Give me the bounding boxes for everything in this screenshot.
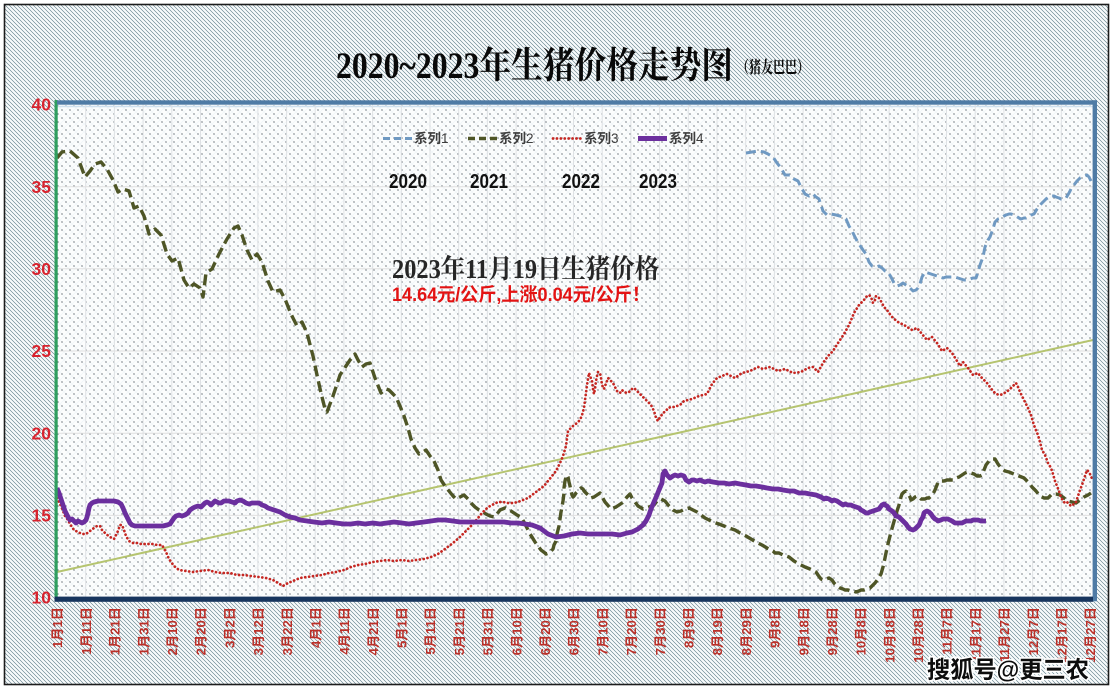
svg-text:35: 35 — [32, 177, 52, 197]
svg-text:5月31日: 5月31日 — [478, 607, 497, 655]
svg-text:8月9日: 8月9日 — [679, 607, 698, 648]
svg-text:11月17日: 11月17日 — [965, 607, 984, 662]
svg-text:搜狐号@更三农: 搜狐号@更三农 — [927, 650, 1089, 685]
svg-text:5月21日: 5月21日 — [449, 607, 468, 655]
svg-text:（猪友巴巴）: （猪友巴巴） — [737, 53, 809, 78]
svg-text:7月30日: 7月30日 — [650, 607, 669, 655]
svg-text:1月31日: 1月31日 — [133, 607, 152, 655]
svg-text:1月1日: 1月1日 — [47, 607, 66, 648]
svg-text:10月28日: 10月28日 — [908, 607, 927, 663]
svg-text:12月7日: 12月7日 — [1023, 607, 1042, 655]
svg-text:11月27日: 11月27日 — [994, 607, 1013, 662]
svg-text:9月18日: 9月18日 — [793, 607, 812, 655]
svg-text:20: 20 — [32, 423, 52, 443]
svg-text:1月21日: 1月21日 — [105, 607, 124, 655]
svg-text:5月1日: 5月1日 — [392, 607, 411, 648]
svg-text:9月8日: 9月8日 — [765, 607, 784, 648]
svg-text:4月21日: 4月21日 — [363, 607, 382, 655]
svg-text:8月19日: 8月19日 — [707, 607, 726, 655]
svg-text:25: 25 — [32, 341, 52, 361]
svg-text:6月30日: 6月30日 — [564, 607, 583, 655]
svg-text:2023年11月19日生猪价格: 2023年11月19日生猪价格 — [392, 247, 659, 286]
svg-text:11月7日: 11月7日 — [937, 607, 956, 655]
svg-text:6月10日: 6月10日 — [506, 607, 525, 655]
svg-text:1月11日: 1月11日 — [76, 607, 95, 655]
svg-text:4月1日: 4月1日 — [305, 607, 324, 648]
svg-text:30: 30 — [32, 259, 52, 279]
svg-text:9月28日: 9月28日 — [822, 607, 841, 655]
svg-text:2月10日: 2月10日 — [162, 607, 181, 655]
svg-text:2023: 2023 — [639, 170, 677, 193]
svg-text:系列2: 系列2 — [499, 127, 534, 147]
svg-text:40: 40 — [32, 95, 52, 115]
svg-text:12月17日: 12月17日 — [1052, 607, 1071, 663]
svg-text:3月22日: 3月22日 — [277, 607, 296, 655]
svg-text:2021: 2021 — [470, 170, 508, 193]
svg-text:10月18日: 10月18日 — [879, 607, 898, 663]
svg-text:6月20日: 6月20日 — [535, 607, 554, 655]
svg-text:10: 10 — [32, 588, 52, 608]
svg-text:2020: 2020 — [389, 170, 427, 193]
svg-text:12月27日: 12月27日 — [1080, 607, 1099, 663]
svg-text:系列3: 系列3 — [584, 127, 619, 147]
svg-text:8月29日: 8月29日 — [736, 607, 755, 655]
svg-text:4月11日: 4月11日 — [334, 607, 353, 655]
svg-text:2020~2023年生猪价格走势图: 2020~2023年生猪价格走势图 — [336, 35, 733, 89]
svg-text:系列4: 系列4 — [669, 127, 704, 147]
svg-text:3月2日: 3月2日 — [219, 607, 238, 648]
svg-text:系列1: 系列1 — [414, 127, 449, 147]
svg-text:3月12日: 3月12日 — [248, 607, 267, 655]
svg-text:7月10日: 7月10日 — [592, 607, 611, 655]
svg-text:2022: 2022 — [562, 170, 600, 193]
svg-text:7月20日: 7月20日 — [621, 607, 640, 655]
svg-text:5月11日: 5月11日 — [420, 607, 439, 655]
svg-text:2月20日: 2月20日 — [191, 607, 210, 655]
svg-text:15: 15 — [32, 506, 52, 526]
svg-text:14.64元/公斤,上涨0.04元/公斤！: 14.64元/公斤,上涨0.04元/公斤！ — [392, 280, 650, 307]
svg-text:10月8日: 10月8日 — [851, 607, 870, 655]
